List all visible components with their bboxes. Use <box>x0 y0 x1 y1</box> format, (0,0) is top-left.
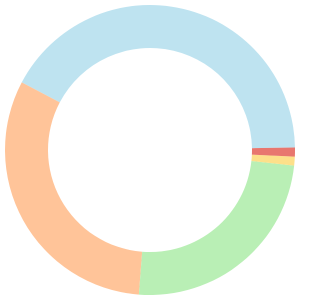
donut-segment <box>138 161 295 295</box>
chart <box>5 5 296 295</box>
donut-segment <box>251 154 295 166</box>
donut-segment <box>251 147 296 157</box>
donut-segment <box>21 5 295 149</box>
donut-segment <box>5 82 143 295</box>
